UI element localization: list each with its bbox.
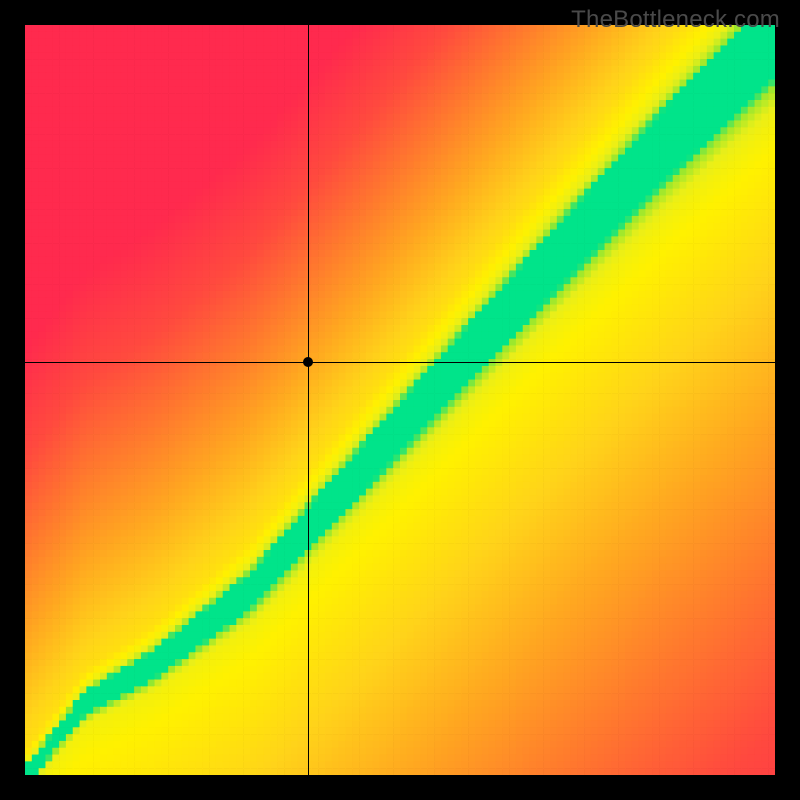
heatmap-canvas bbox=[25, 25, 775, 775]
plot-area bbox=[25, 25, 775, 775]
data-point-marker bbox=[303, 357, 313, 367]
crosshair-horizontal bbox=[25, 362, 775, 363]
watermark-text: TheBottleneck.com bbox=[571, 6, 780, 34]
crosshair-vertical bbox=[308, 25, 309, 775]
chart-container: TheBottleneck.com bbox=[0, 0, 800, 800]
